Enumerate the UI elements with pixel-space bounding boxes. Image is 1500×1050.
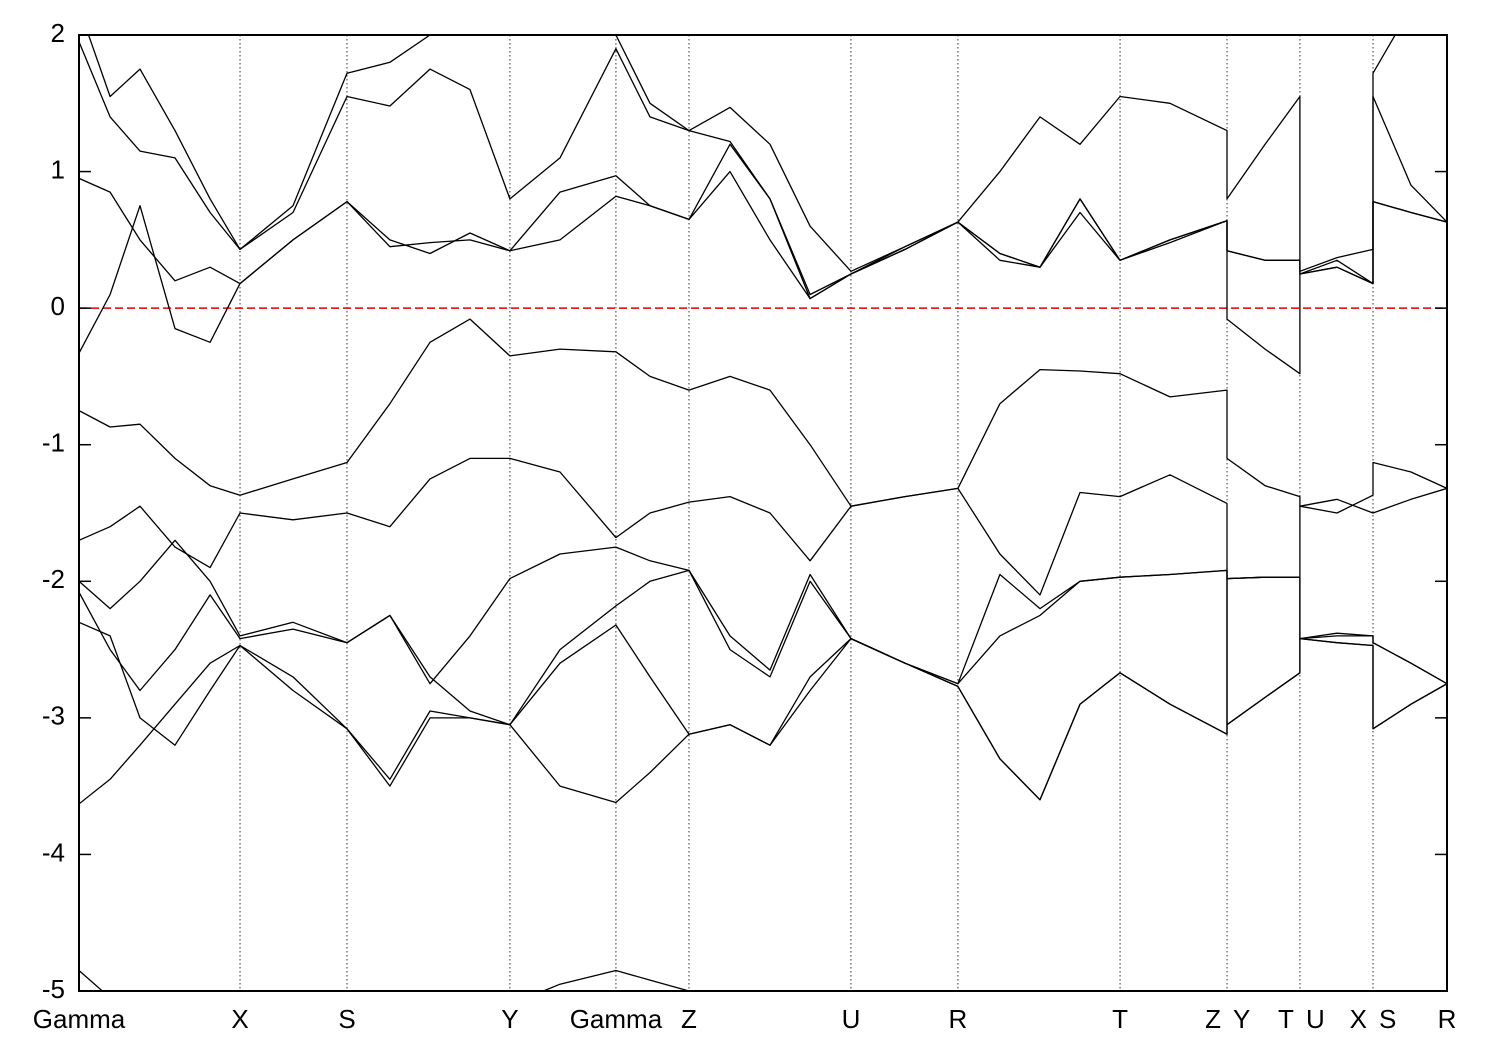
x-tick-label: Y — [1233, 1004, 1250, 1034]
x-tick-label: Z — [1205, 1004, 1221, 1034]
y-tick-label: 1 — [51, 154, 65, 184]
x-tick-label: X — [231, 1004, 248, 1034]
y-tick-label: -5 — [42, 974, 65, 1004]
x-tick-label: Gamma — [570, 1004, 663, 1034]
y-tick-label: -4 — [42, 837, 65, 867]
y-tick-label: 2 — [51, 18, 65, 48]
band-line — [79, 569, 1447, 805]
x-tick-label: U — [1306, 1004, 1325, 1034]
band-line — [79, 41, 1447, 296]
y-tick-label: -3 — [42, 701, 65, 731]
band-line — [79, 143, 1447, 300]
band-line — [79, 457, 1447, 596]
x-tick-label: S — [338, 1004, 355, 1034]
x-tick-label: T — [1278, 1004, 1294, 1034]
x-tick-label: R — [949, 1004, 968, 1034]
band-line — [79, 318, 1447, 514]
band-line — [79, 621, 1447, 804]
y-tick-label: 0 — [51, 291, 65, 321]
band-line — [79, 576, 1447, 801]
y-tick-label: -1 — [42, 428, 65, 458]
x-tick-label: T — [1112, 1004, 1128, 1034]
x-tick-label: S — [1379, 1004, 1396, 1034]
x-tick-label: R — [1438, 1004, 1457, 1034]
y-tick-label: -2 — [42, 564, 65, 594]
plot-frame — [78, 34, 1448, 992]
band-line — [87, 35, 1396, 272]
x-tick-label: X — [1350, 1004, 1367, 1034]
band-line — [79, 539, 1447, 726]
x-tick-label: Z — [681, 1004, 697, 1034]
x-tick-label: Y — [501, 1004, 518, 1034]
bands-layer — [79, 35, 1447, 991]
x-tick-label: Gamma — [33, 1004, 126, 1034]
band-line — [79, 170, 1447, 375]
x-tick-label: U — [842, 1004, 861, 1034]
